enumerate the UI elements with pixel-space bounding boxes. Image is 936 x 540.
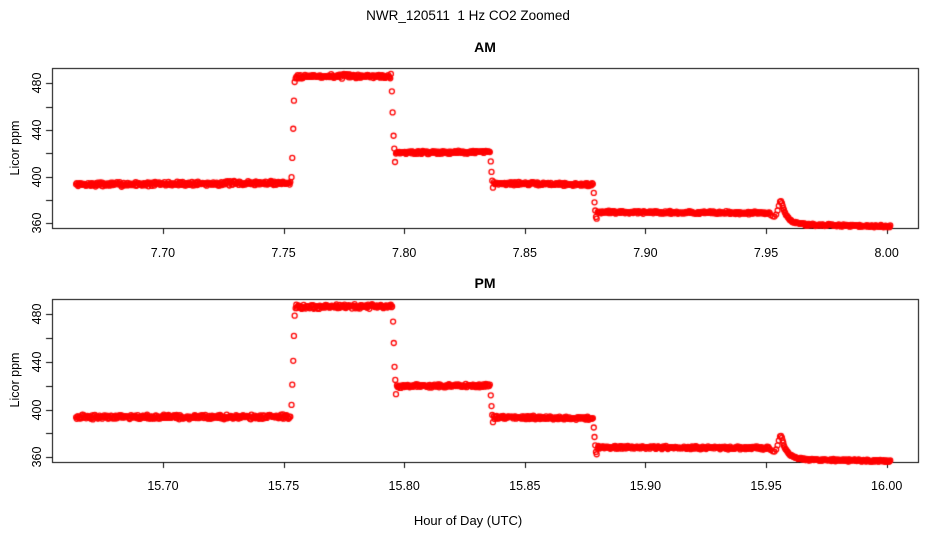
pm-y-tick-label: 360 [30, 446, 44, 468]
pm-x-tick-label: 15.80 [388, 479, 420, 493]
pm-y-tick-label: 480 [30, 304, 44, 325]
am-x-tick-label: 7.70 [150, 246, 176, 260]
pm-y-tick-label: 400 [30, 399, 44, 421]
am-x-tick-label: 7.90 [633, 246, 658, 260]
am-y-tick-label: 400 [30, 166, 44, 188]
figure-title: NWR_120511 1 Hz CO2 Zoomed [366, 8, 570, 23]
am-x-tick-label: 7.85 [512, 246, 537, 260]
am-y-tick-label: 440 [30, 119, 44, 141]
x-axis-title: Hour of Day (UTC) [413, 513, 523, 528]
am-x-tick-label: 7.95 [753, 246, 779, 260]
pm-y-axis-label: Licor ppm [8, 352, 22, 408]
am-x-tick-label: 8.00 [874, 246, 899, 260]
pm-x-tick-label: 16.00 [871, 479, 903, 493]
pm-x-tick-label: 15.85 [509, 479, 541, 493]
am-x-tick-label: 7.75 [271, 246, 296, 260]
am-y-tick-label: 480 [30, 72, 44, 94]
pm-x-tick-label: 15.70 [147, 479, 179, 493]
am-y-tick-label: 360 [30, 212, 44, 234]
pm-x-tick-label: 15.95 [750, 479, 782, 493]
panel-title-pm: PM [474, 275, 496, 291]
pm-x-tick-label: 15.90 [629, 479, 662, 493]
pm-x-tick-label: 15.75 [267, 479, 300, 493]
am-y-axis-label: Licor ppm [8, 120, 22, 176]
am-x-tick-label: 7.80 [392, 246, 417, 260]
pm-y-tick-label: 440 [30, 351, 44, 373]
panel-title-am: AM [474, 39, 496, 55]
